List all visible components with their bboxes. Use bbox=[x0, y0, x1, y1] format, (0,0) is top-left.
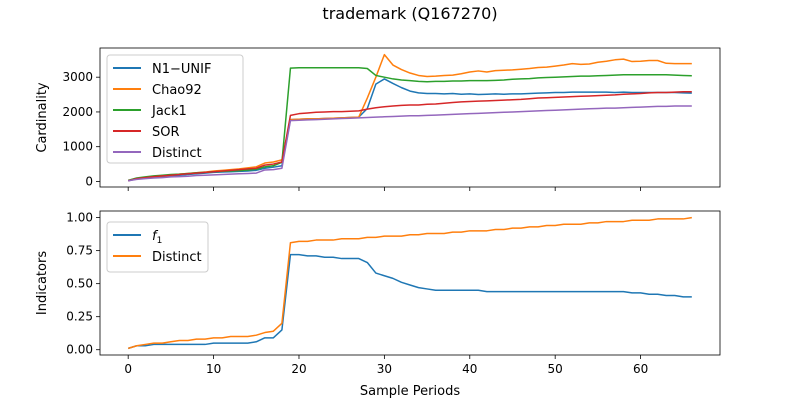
legend-frame bbox=[106, 54, 244, 164]
x-tick-label: 50 bbox=[548, 362, 563, 376]
x-axis-label: Sample Periods bbox=[360, 384, 460, 399]
y-tick-label: 3000 bbox=[62, 70, 93, 84]
series-line-f1 bbox=[127, 253, 692, 350]
series-line-distinct bbox=[128, 105, 692, 182]
x-tick-label: 20 bbox=[291, 362, 306, 376]
legend-label: N1−UNIF bbox=[152, 62, 211, 77]
series-line-distinct bbox=[127, 216, 692, 350]
axes-frame bbox=[99, 210, 721, 356]
series-line-sor bbox=[128, 91, 692, 182]
legend-label: Chao92 bbox=[152, 83, 202, 98]
y-tick-label: 0.75 bbox=[66, 244, 93, 258]
bottom-subplot: 0 10 20 30 40 50 60 0.00 0.25 0.50 0.75 1.00 Indicat… bbox=[35, 210, 721, 399]
legend-label: Jack1 bbox=[151, 104, 187, 119]
legend-label-base: f bbox=[152, 229, 159, 244]
x-tick-label: 10 bbox=[206, 362, 221, 376]
legend: N1−UNIF Chao92 Jack1 SOR Distinct bbox=[106, 54, 244, 164]
top-subplot: 0 1000 2000 3000 Cardinality N1−UNIF Chao92 Jac… bbox=[35, 47, 721, 191]
y-tick-label: 0.00 bbox=[66, 343, 93, 357]
x-tick-label: 30 bbox=[377, 362, 392, 376]
legend-label-subscript: 1 bbox=[157, 236, 163, 246]
y-tick-label: 0.25 bbox=[66, 310, 93, 324]
legend-label: Distinct bbox=[152, 250, 202, 265]
legend-label: Distinct bbox=[152, 146, 202, 161]
axes-frame bbox=[99, 47, 721, 188]
legend-label: f1 bbox=[152, 229, 162, 246]
y-tick-label: 2000 bbox=[62, 105, 93, 119]
x-tick-label: 0 bbox=[124, 362, 132, 376]
y-axis-label: Indicators bbox=[35, 251, 50, 315]
x-tick-label: 40 bbox=[462, 362, 477, 376]
y-axis-label: Cardinality bbox=[35, 82, 50, 153]
legend: f1 Distinct bbox=[106, 221, 209, 273]
y-tick-label: 1.00 bbox=[66, 211, 93, 225]
figure-title: trademark (Q167270) bbox=[322, 4, 497, 23]
y-tick-label: 1000 bbox=[62, 140, 93, 154]
y-tick-label: 0.50 bbox=[66, 277, 93, 291]
x-tick-label: 60 bbox=[633, 362, 648, 376]
y-tick-label: 0 bbox=[85, 174, 93, 188]
legend-label: SOR bbox=[152, 125, 180, 140]
